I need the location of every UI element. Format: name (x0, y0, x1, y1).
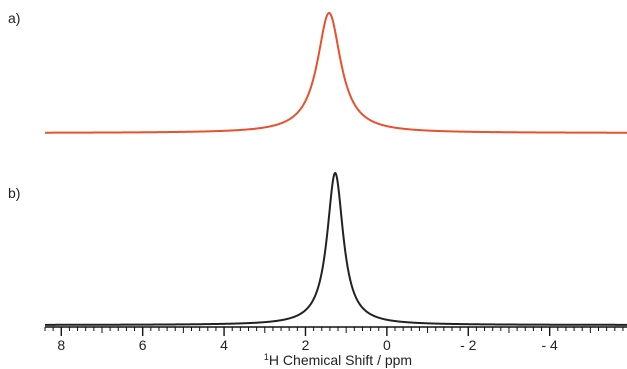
panel-label-b: b) (8, 185, 20, 201)
panel-label-a: a) (8, 10, 20, 26)
spectrum-trace-a (45, 13, 627, 133)
x-tick-label: - 2 (460, 337, 477, 353)
x-tick-label: - 4 (541, 337, 558, 353)
x-tick-label: 2 (302, 337, 310, 353)
x-axis-ticks: 8 6 4 2 0 - 2 - 4 (45, 327, 623, 353)
x-tick-label: 4 (220, 337, 228, 353)
x-axis-title-text: H Chemical Shift / ppm (269, 352, 412, 368)
x-tick-label: 6 (139, 337, 147, 353)
spectrum-trace-b (45, 173, 627, 325)
x-tick-label: 8 (57, 337, 65, 353)
x-tick-label: 0 (383, 337, 391, 353)
x-axis-title: 1H Chemical Shift / ppm (264, 352, 412, 368)
